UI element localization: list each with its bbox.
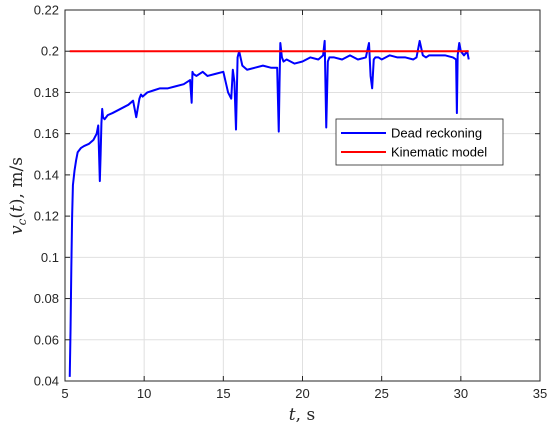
legend-box [335, 118, 504, 166]
y-tick-label: 0.08 [34, 291, 59, 306]
y-tick-label: 0.18 [34, 85, 59, 100]
y-tick-label: 0.1 [41, 250, 59, 265]
tick-layer: 5 10 15 20 25 30 35 0.04 0.06 0.08 0.1 0.12 0.14 0.16… [34, 3, 548, 402]
x-tick-label: 25 [374, 386, 388, 401]
y-tick-label: 0.16 [34, 126, 59, 141]
y-tick-label: 0.04 [34, 374, 59, 389]
series-line-dead-reckoning [68, 39, 470, 377]
legend: Dead reckoning Kinematic model [335, 118, 504, 166]
x-axis-label-var: t [289, 405, 296, 425]
y-axis-label-t: t [7, 205, 27, 212]
y-tick-label: 0.12 [34, 209, 59, 224]
x-tick-label: 30 [454, 386, 468, 401]
x-axis-label: t, s [289, 405, 315, 425]
y-tick-label: 0.06 [34, 332, 59, 347]
x-tick-label: 5 [61, 386, 68, 401]
y-axis-label-var: v [7, 225, 27, 235]
series-layer [68, 39, 470, 377]
x-tick-label: 15 [216, 386, 230, 401]
legend-label-dead-reckoning: Dead reckoning [391, 126, 482, 141]
x-axis-label-unit: , s [296, 405, 316, 425]
y-axis-label-rest: ( [7, 212, 27, 219]
y-tick-label: 0.2 [41, 44, 59, 59]
y-tick-label: 0.22 [34, 3, 59, 18]
y-axis-label: vc(t), m/s [7, 157, 29, 235]
x-tick-label: 10 [137, 386, 151, 401]
x-tick-label: 35 [533, 386, 547, 401]
y-axis-label-sub: c [15, 218, 29, 225]
x-tick-label: 20 [295, 386, 309, 401]
legend-label-kinematic-model: Kinematic model [391, 145, 487, 160]
y-axis-label-unit: ), m/s [7, 157, 27, 205]
y-tick-label: 0.14 [34, 167, 59, 182]
